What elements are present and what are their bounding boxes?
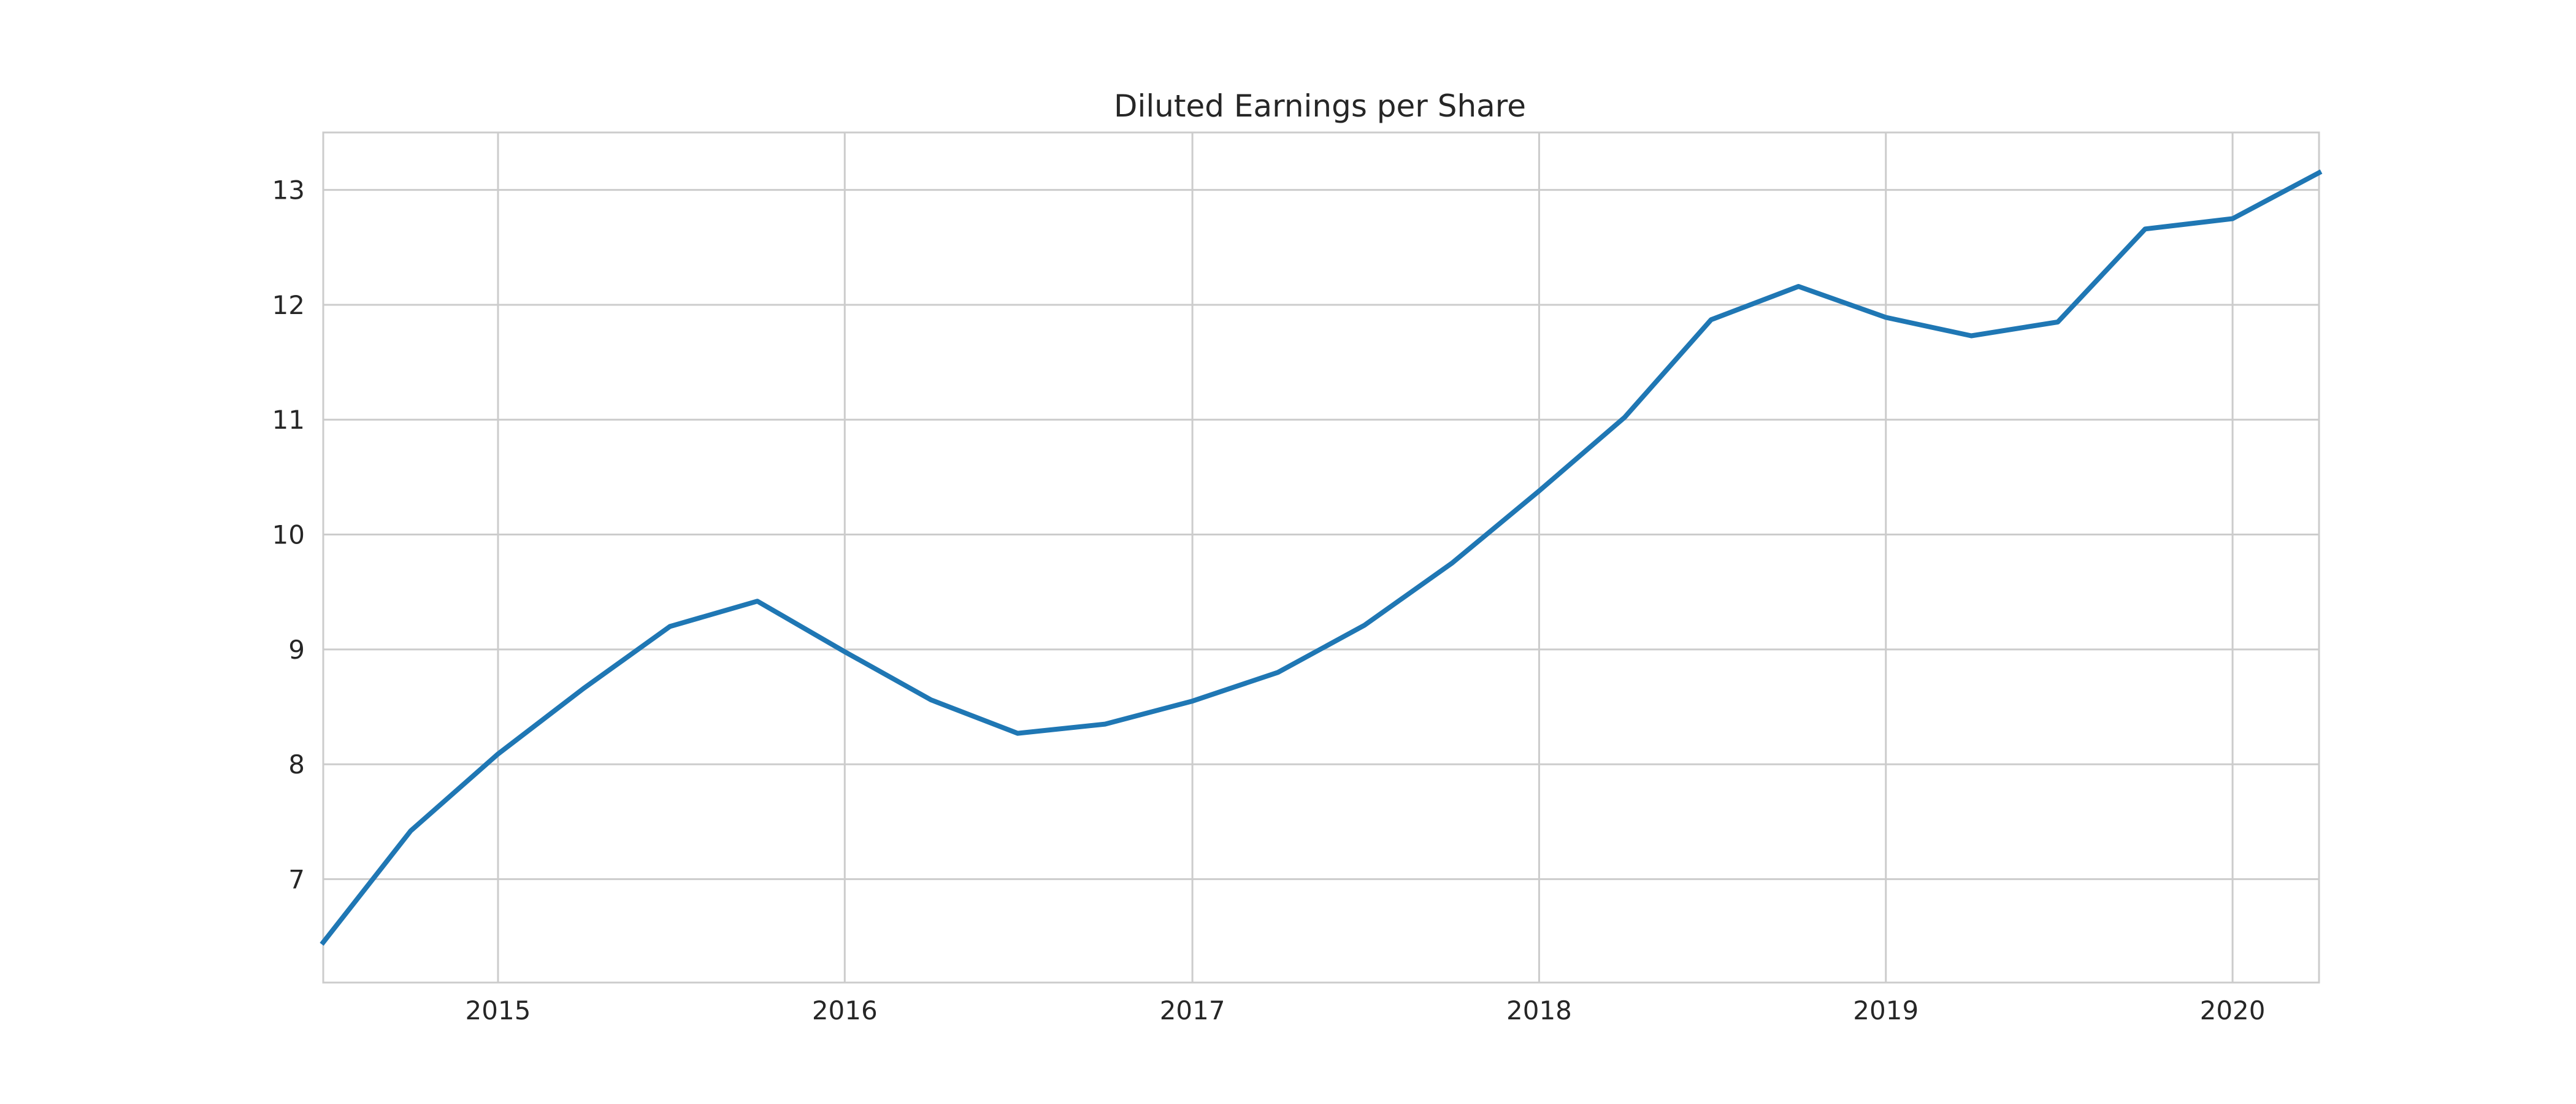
- plot-area-frame: [322, 131, 2320, 984]
- x-tick-label: 2017: [1160, 995, 1225, 1025]
- y-tick-label: 7: [288, 864, 305, 894]
- y-tick-label: 9: [288, 635, 305, 665]
- y-axis-tick-labels: 7 8 9 10 11 12 13: [272, 175, 305, 895]
- x-axis-tick-labels: 2015 2016 2017 2018 2019 2020: [466, 995, 2266, 1025]
- y-tick-label: 13: [272, 175, 305, 205]
- y-tick-label: 11: [272, 405, 305, 435]
- x-tick-label: 2020: [2200, 995, 2266, 1025]
- y-tick-label: 10: [272, 520, 305, 550]
- x-tick-label: 2016: [812, 995, 878, 1025]
- x-tick-label: 2019: [1853, 995, 1919, 1025]
- chart-title: Diluted Earnings per Share: [1114, 88, 1526, 124]
- y-tick-label: 8: [288, 749, 305, 780]
- y-tick-label: 12: [272, 290, 305, 320]
- x-tick-label: 2015: [466, 995, 531, 1025]
- x-tick-label: 2018: [1506, 995, 1572, 1025]
- series-line-0: [320, 169, 2323, 946]
- series-layer: [320, 169, 2323, 946]
